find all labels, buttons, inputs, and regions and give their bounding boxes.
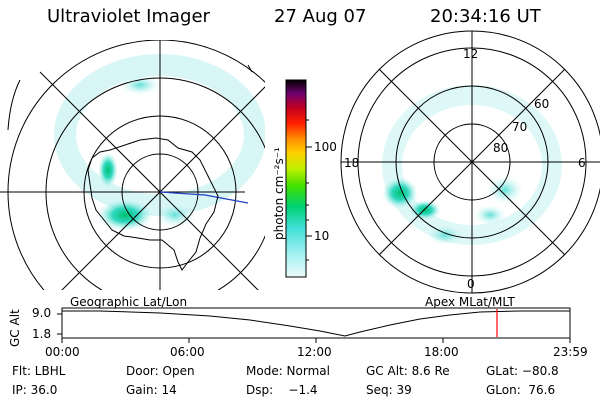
- altitude-xtick-0000: 00:00: [45, 345, 80, 359]
- magnetic-map-label: Apex MLat/MLT: [425, 295, 515, 309]
- mlat-label-60: 60: [534, 97, 550, 111]
- altitude-ytick-9: 9.0: [32, 306, 52, 320]
- filter-readout: Flt: LBHL: [12, 364, 66, 378]
- header-bar: Ultraviolet Imager 27 Aug 07 20:34:16 UT: [0, 0, 600, 40]
- seq-readout: Seq: 39: [366, 383, 412, 397]
- colorbar-tick-100: 100: [314, 140, 337, 154]
- geographic-map: [0, 40, 265, 290]
- altitude-ytick-1-8: 1.8: [32, 327, 52, 341]
- mlat-label-80: 80: [493, 141, 509, 155]
- door-readout: Door: Open: [126, 364, 195, 378]
- colorbar-unit-label: photon cm⁻²s⁻¹: [272, 147, 286, 240]
- terminator-line: [159, 191, 249, 204]
- gc-alt-readout: GC Alt: 8.6 Re: [366, 364, 450, 378]
- observation-date: 27 Aug 07: [274, 6, 367, 27]
- glon-readout: GLon: 76.6: [486, 383, 556, 397]
- altitude-panel: [57, 307, 571, 343]
- instrument-title: Ultraviolet Imager: [47, 6, 210, 27]
- colorbar-gradient: [285, 79, 307, 278]
- mlat-label-70: 70: [512, 120, 528, 134]
- gain-readout: Gain: 14: [126, 383, 177, 397]
- altitude-ylabel: GC Alt: [8, 309, 22, 347]
- magnetic-map: [340, 30, 600, 294]
- colorbar-tick-10: 10: [314, 229, 330, 243]
- glat-readout: GLat: −80.8: [486, 364, 559, 378]
- mlt-label-18: 18: [344, 156, 360, 170]
- colorbar: [285, 79, 312, 278]
- mode-readout: Mode: Normal: [246, 364, 330, 378]
- auroral-emission-right: [382, 85, 562, 245]
- geographic-map-label: Geographic Lat/Lon: [70, 295, 188, 309]
- altitude-xtick-0600: 06:00: [170, 345, 205, 359]
- mlt-label-0: 0: [467, 277, 475, 291]
- coastline: [87, 137, 219, 271]
- altitude-xtick-1800: 18:00: [424, 345, 459, 359]
- mlt-lines: [341, 31, 600, 293]
- observation-time: 20:34:16 UT: [430, 6, 541, 27]
- altitude-xtick-2359: 23:59: [553, 345, 588, 359]
- altitude-curve: [62, 310, 570, 337]
- mlt-label-12: 12: [463, 47, 479, 61]
- mlt-label-6: 6: [578, 156, 586, 170]
- ip-readout: IP: 36.0: [12, 383, 58, 397]
- altitude-xtick-1200: 12:00: [297, 345, 332, 359]
- dsp-readout: Dsp: −1.4: [246, 383, 318, 397]
